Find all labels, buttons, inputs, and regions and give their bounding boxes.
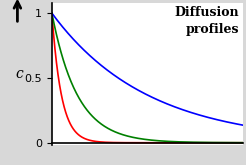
- Y-axis label: c: c: [15, 67, 23, 81]
- Text: Diffusion
profiles: Diffusion profiles: [175, 6, 239, 36]
